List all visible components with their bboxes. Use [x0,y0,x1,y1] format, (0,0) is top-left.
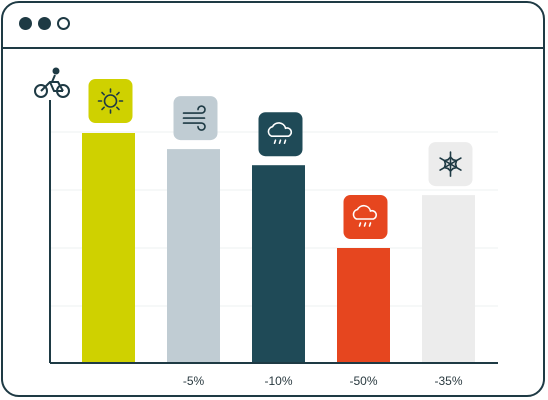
bar [422,195,475,363]
icon-badge [88,79,133,123]
bicycle-icon [34,67,70,98]
bars [82,133,475,363]
icon-badge [343,195,388,239]
bar [252,165,305,363]
sun-icon [97,88,124,114]
wind-icon [182,105,206,131]
x-tick-label: -5% [183,374,205,388]
x-tick-label: -50% [349,374,377,388]
rain-cloud-icon [267,122,293,144]
bar [337,248,390,363]
rain-cloud-icon [352,204,378,227]
minimize-dot[interactable] [38,17,51,30]
maximize-dot[interactable] [57,17,70,30]
snowflake-icon [439,151,462,177]
title-bar [3,3,543,49]
x-tick-label: -35% [434,374,462,388]
icon-badge [258,112,303,157]
bar [167,149,220,363]
x-tick-label: -10% [264,374,292,388]
weather-icons [88,79,473,239]
x-tick-labels: -5% -10% -50% -35% [183,374,463,388]
close-dot[interactable] [19,17,32,30]
bar [82,133,135,363]
